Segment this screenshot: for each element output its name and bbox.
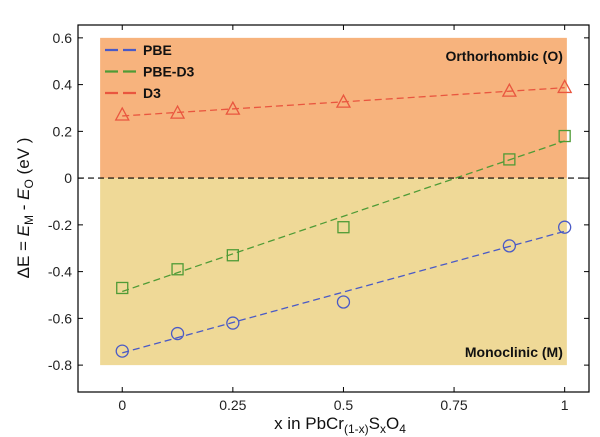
- axis-label-part: 4: [399, 422, 406, 436]
- pbe-marker: [170, 326, 185, 341]
- axis-label-part: ΔE =: [14, 236, 33, 278]
- pbe-marker: [502, 239, 517, 253]
- axis-label-part: E: [14, 224, 33, 236]
- pbe-marker: [336, 295, 351, 309]
- y-tick-label: -0.4: [48, 264, 72, 280]
- y-tick-label: -0.8: [48, 357, 72, 373]
- d3-marker: [557, 79, 573, 94]
- y-tick-label: 0.6: [53, 30, 73, 46]
- axis-label-part: S: [369, 414, 380, 433]
- monoclinic-region: [100, 178, 567, 366]
- pbe-d3-marker: [503, 153, 516, 166]
- axis-label-part: (1-x): [344, 422, 369, 436]
- pbe-marker: [226, 316, 240, 330]
- d3-fit-line: [122, 87, 565, 117]
- phase-region-labels: Orthorhombic (O) Monoclinic (M): [445, 48, 562, 360]
- d3-marker: [169, 104, 186, 119]
- y-tick-label: 0.4: [53, 77, 73, 93]
- legend-label: PBE: [143, 42, 172, 58]
- x-tick-label: 0.25: [219, 397, 246, 413]
- fit-lines: [122, 87, 565, 354]
- axis-label-part: O: [22, 179, 36, 188]
- axis-label-part: -: [14, 200, 33, 215]
- axis-label-part: x: [380, 422, 386, 436]
- x-tick-label: 0.5: [334, 397, 354, 413]
- monoclinic-region-label: Monoclinic (M): [465, 344, 563, 360]
- pbe-d3-marker: [226, 249, 239, 262]
- y-tick-label: 0: [64, 170, 72, 186]
- legend-label: PBE-D3: [143, 64, 195, 80]
- y-axis-label: ΔE = EM - EO (eV ): [14, 138, 36, 279]
- x-tick-label: 0.75: [440, 397, 467, 413]
- x-axis-label: x in PbCr(1-x)SxO4: [274, 414, 406, 436]
- legend-item-pbe-d3: PBE-D3: [105, 64, 195, 80]
- d3-marker: [335, 93, 352, 108]
- pbe-d3-fit-line: [122, 140, 565, 293]
- phase-regions: [100, 37, 567, 366]
- pbe-marker: [115, 344, 129, 358]
- pbe-marker: [558, 220, 572, 234]
- axis-label-part: O: [386, 414, 399, 433]
- axis-tick-labels: 0 0.25 0.5 0.75 1 0.6 0.4 0.2 0 -0.2 -0.4 -0.6 -0.8: [48, 30, 569, 413]
- legend: PBE PBE-D3 D3: [105, 42, 195, 101]
- d3-marker: [225, 100, 241, 115]
- pbe-d3-marker: [558, 129, 571, 143]
- orthorhombic-region-label: Orthorhombic (O): [445, 48, 562, 64]
- data-markers: [114, 79, 573, 358]
- pbe-d3-marker: [171, 263, 184, 276]
- x-tick-label: 0: [118, 397, 126, 413]
- axis-label-part: x in PbCr: [274, 414, 344, 433]
- legend-item-pbe: PBE: [105, 42, 172, 58]
- pbe-d3-marker: [116, 281, 129, 295]
- axis-label-part: M: [22, 215, 36, 225]
- legend-item-d3: D3: [105, 85, 161, 101]
- d3-marker: [501, 82, 517, 97]
- y-tick-label: 0.2: [53, 123, 73, 139]
- d3-marker: [114, 106, 130, 121]
- axis-label-part: E: [14, 188, 33, 200]
- pbe-d3-marker: [337, 221, 350, 234]
- legend-label: D3: [143, 85, 161, 101]
- plot-frame: [77, 24, 590, 393]
- axis-ticks: [78, 25, 589, 392]
- axis-label-part: (eV ): [14, 138, 33, 180]
- y-tick-label: -0.2: [48, 217, 72, 233]
- y-tick-label: -0.6: [48, 310, 72, 326]
- x-tick-label: 1: [561, 397, 569, 413]
